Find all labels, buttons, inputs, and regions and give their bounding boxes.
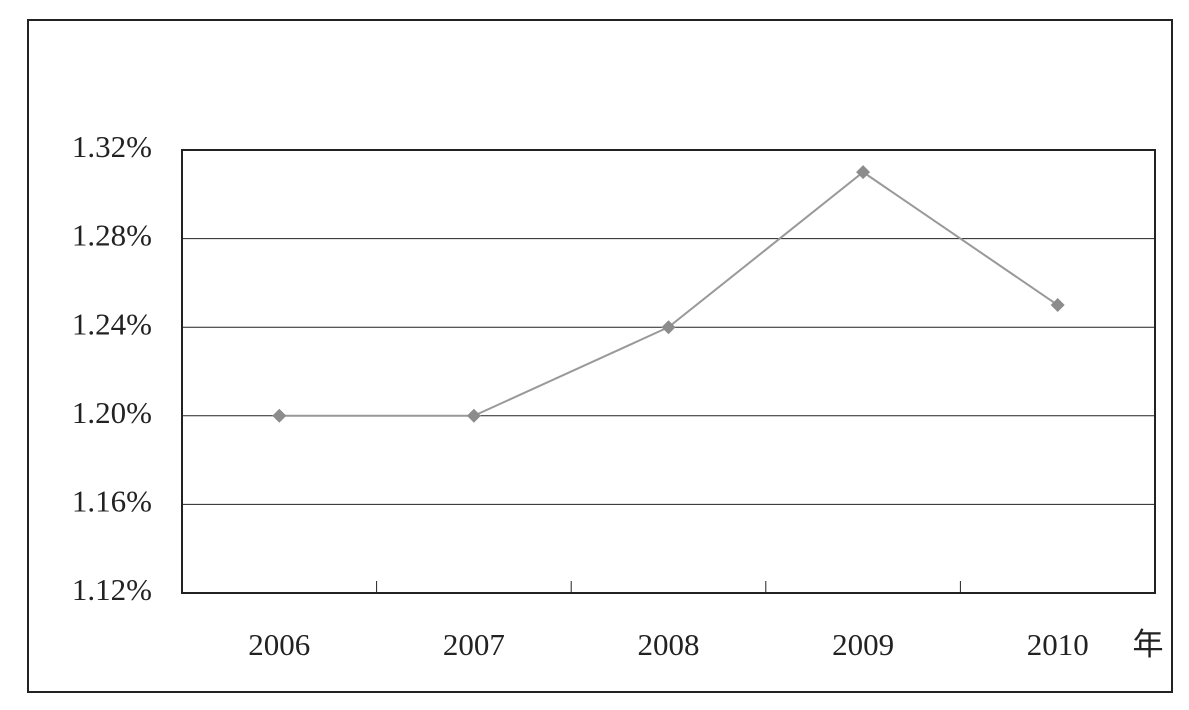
- x-tick-label: 2010: [1027, 627, 1089, 662]
- point-marker: [272, 408, 287, 423]
- x-tick-label: 2009: [832, 627, 894, 662]
- x-axis-unit: 年: [1133, 627, 1164, 662]
- y-tick-label: 1.20%: [72, 395, 152, 430]
- x-tick-label: 2007: [443, 627, 505, 662]
- x-tick-label: 2008: [638, 627, 700, 662]
- point-marker: [466, 408, 481, 423]
- y-tick-label: 1.24%: [72, 306, 152, 341]
- plot-frame: [181, 149, 1156, 594]
- chart-frame: [27, 19, 1173, 693]
- y-tick-label: 1.16%: [72, 484, 152, 519]
- series-line: [279, 170, 1059, 417]
- y-tick-label: 1.28%: [72, 218, 152, 253]
- point-marker: [1050, 298, 1065, 313]
- y-tick-label: 1.32%: [72, 129, 152, 164]
- y-tick-label: 1.12%: [72, 572, 152, 607]
- point-marker: [661, 320, 676, 335]
- point-marker: [856, 165, 871, 180]
- x-tick-label: 2006: [248, 627, 310, 662]
